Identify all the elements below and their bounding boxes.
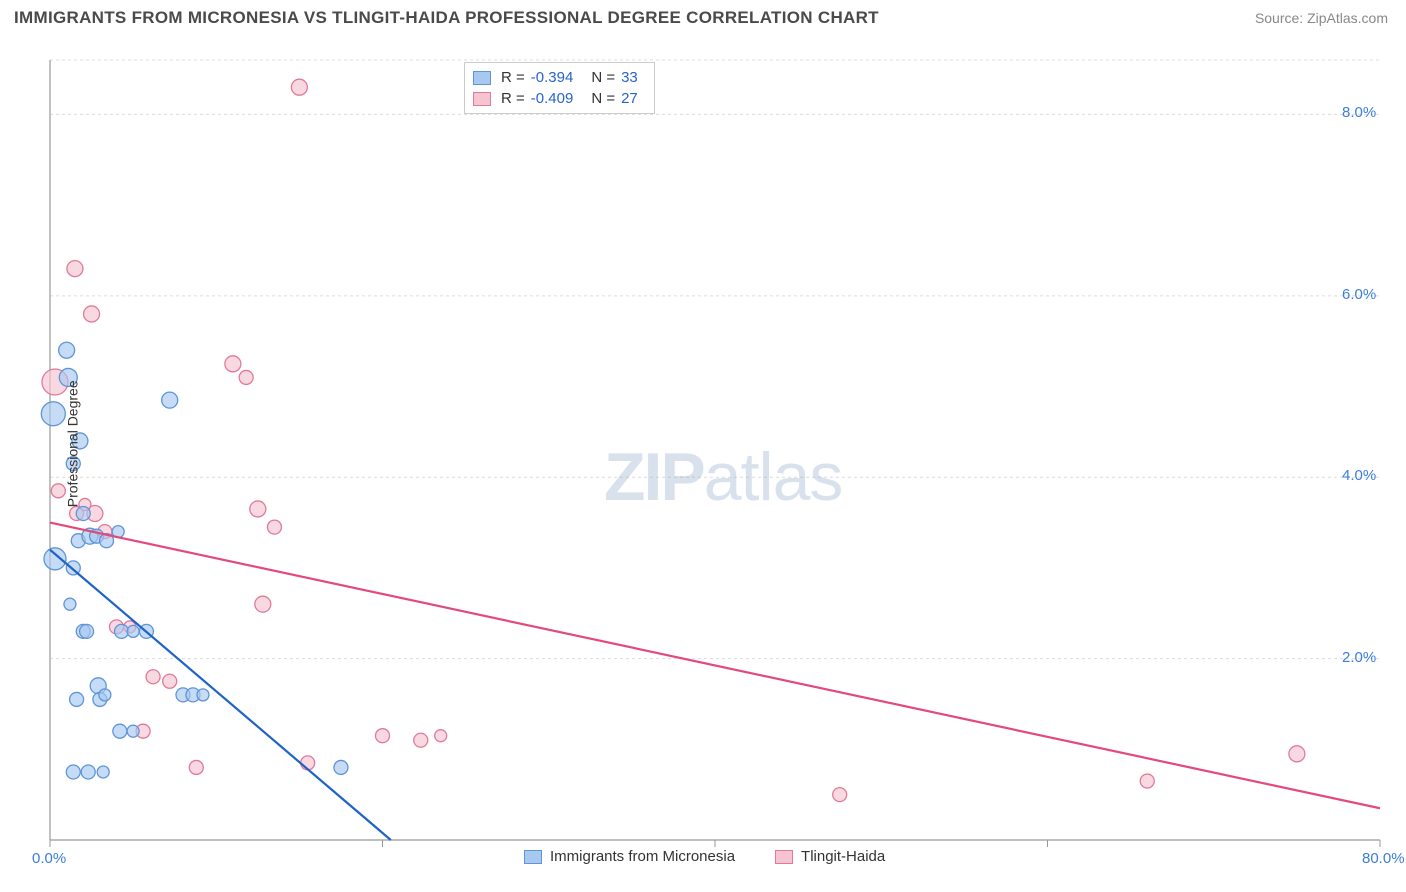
source-attribution: Source: ZipAtlas.com [1255,10,1388,26]
legend-swatch [524,850,542,864]
scatter-plot-svg [14,40,1392,870]
correlation-stats-box: R = -0.394 N = 33 R = -0.409 N = 27 [464,62,655,114]
chart-container: Professional Degree ZIPatlas R =-0.394N … [14,40,1392,870]
stat-n-value: 27 [621,88,638,109]
stats-swatch [473,71,491,85]
source-prefix: Source: [1255,10,1307,26]
y-axis-label: Professional Degree [64,380,80,507]
stat-n-label: N = [591,67,615,88]
series-legend: Immigrants from Micronesia Tlingit-Haida [524,848,885,865]
axis-tick-label: 80.0% [1362,850,1405,867]
stat-r-label: R = [501,88,525,109]
legend-item: Immigrants from Micronesia [524,848,735,865]
axis-tick-label: 6.0% [1342,286,1376,303]
chart-header: IMMIGRANTS FROM MICRONESIA VS TLINGIT-HA… [0,0,1406,28]
legend-label: Immigrants from Micronesia [550,848,735,865]
axis-tick-label: 4.0% [1342,467,1376,484]
legend-swatch [775,850,793,864]
stats-row: R = -0.409 N = 27 [473,88,646,109]
stats-swatch [473,92,491,106]
stats-row: R = -0.394 N = 33 [473,67,646,88]
stat-r-value: -0.394 [531,67,574,88]
legend-item: Tlingit-Haida [775,848,885,865]
axis-tick-label: 8.0% [1342,104,1376,121]
stat-n-label: N = [591,88,615,109]
stat-r-value: -0.409 [531,88,574,109]
stat-r-label: R = [501,67,525,88]
stat-n-value: 33 [621,67,638,88]
chart-title: IMMIGRANTS FROM MICRONESIA VS TLINGIT-HA… [14,8,879,28]
axis-tick-label: 2.0% [1342,649,1376,666]
axis-tick-label: 0.0% [32,850,66,867]
source-name: ZipAtlas.com [1307,10,1388,26]
legend-label: Tlingit-Haida [801,848,885,865]
